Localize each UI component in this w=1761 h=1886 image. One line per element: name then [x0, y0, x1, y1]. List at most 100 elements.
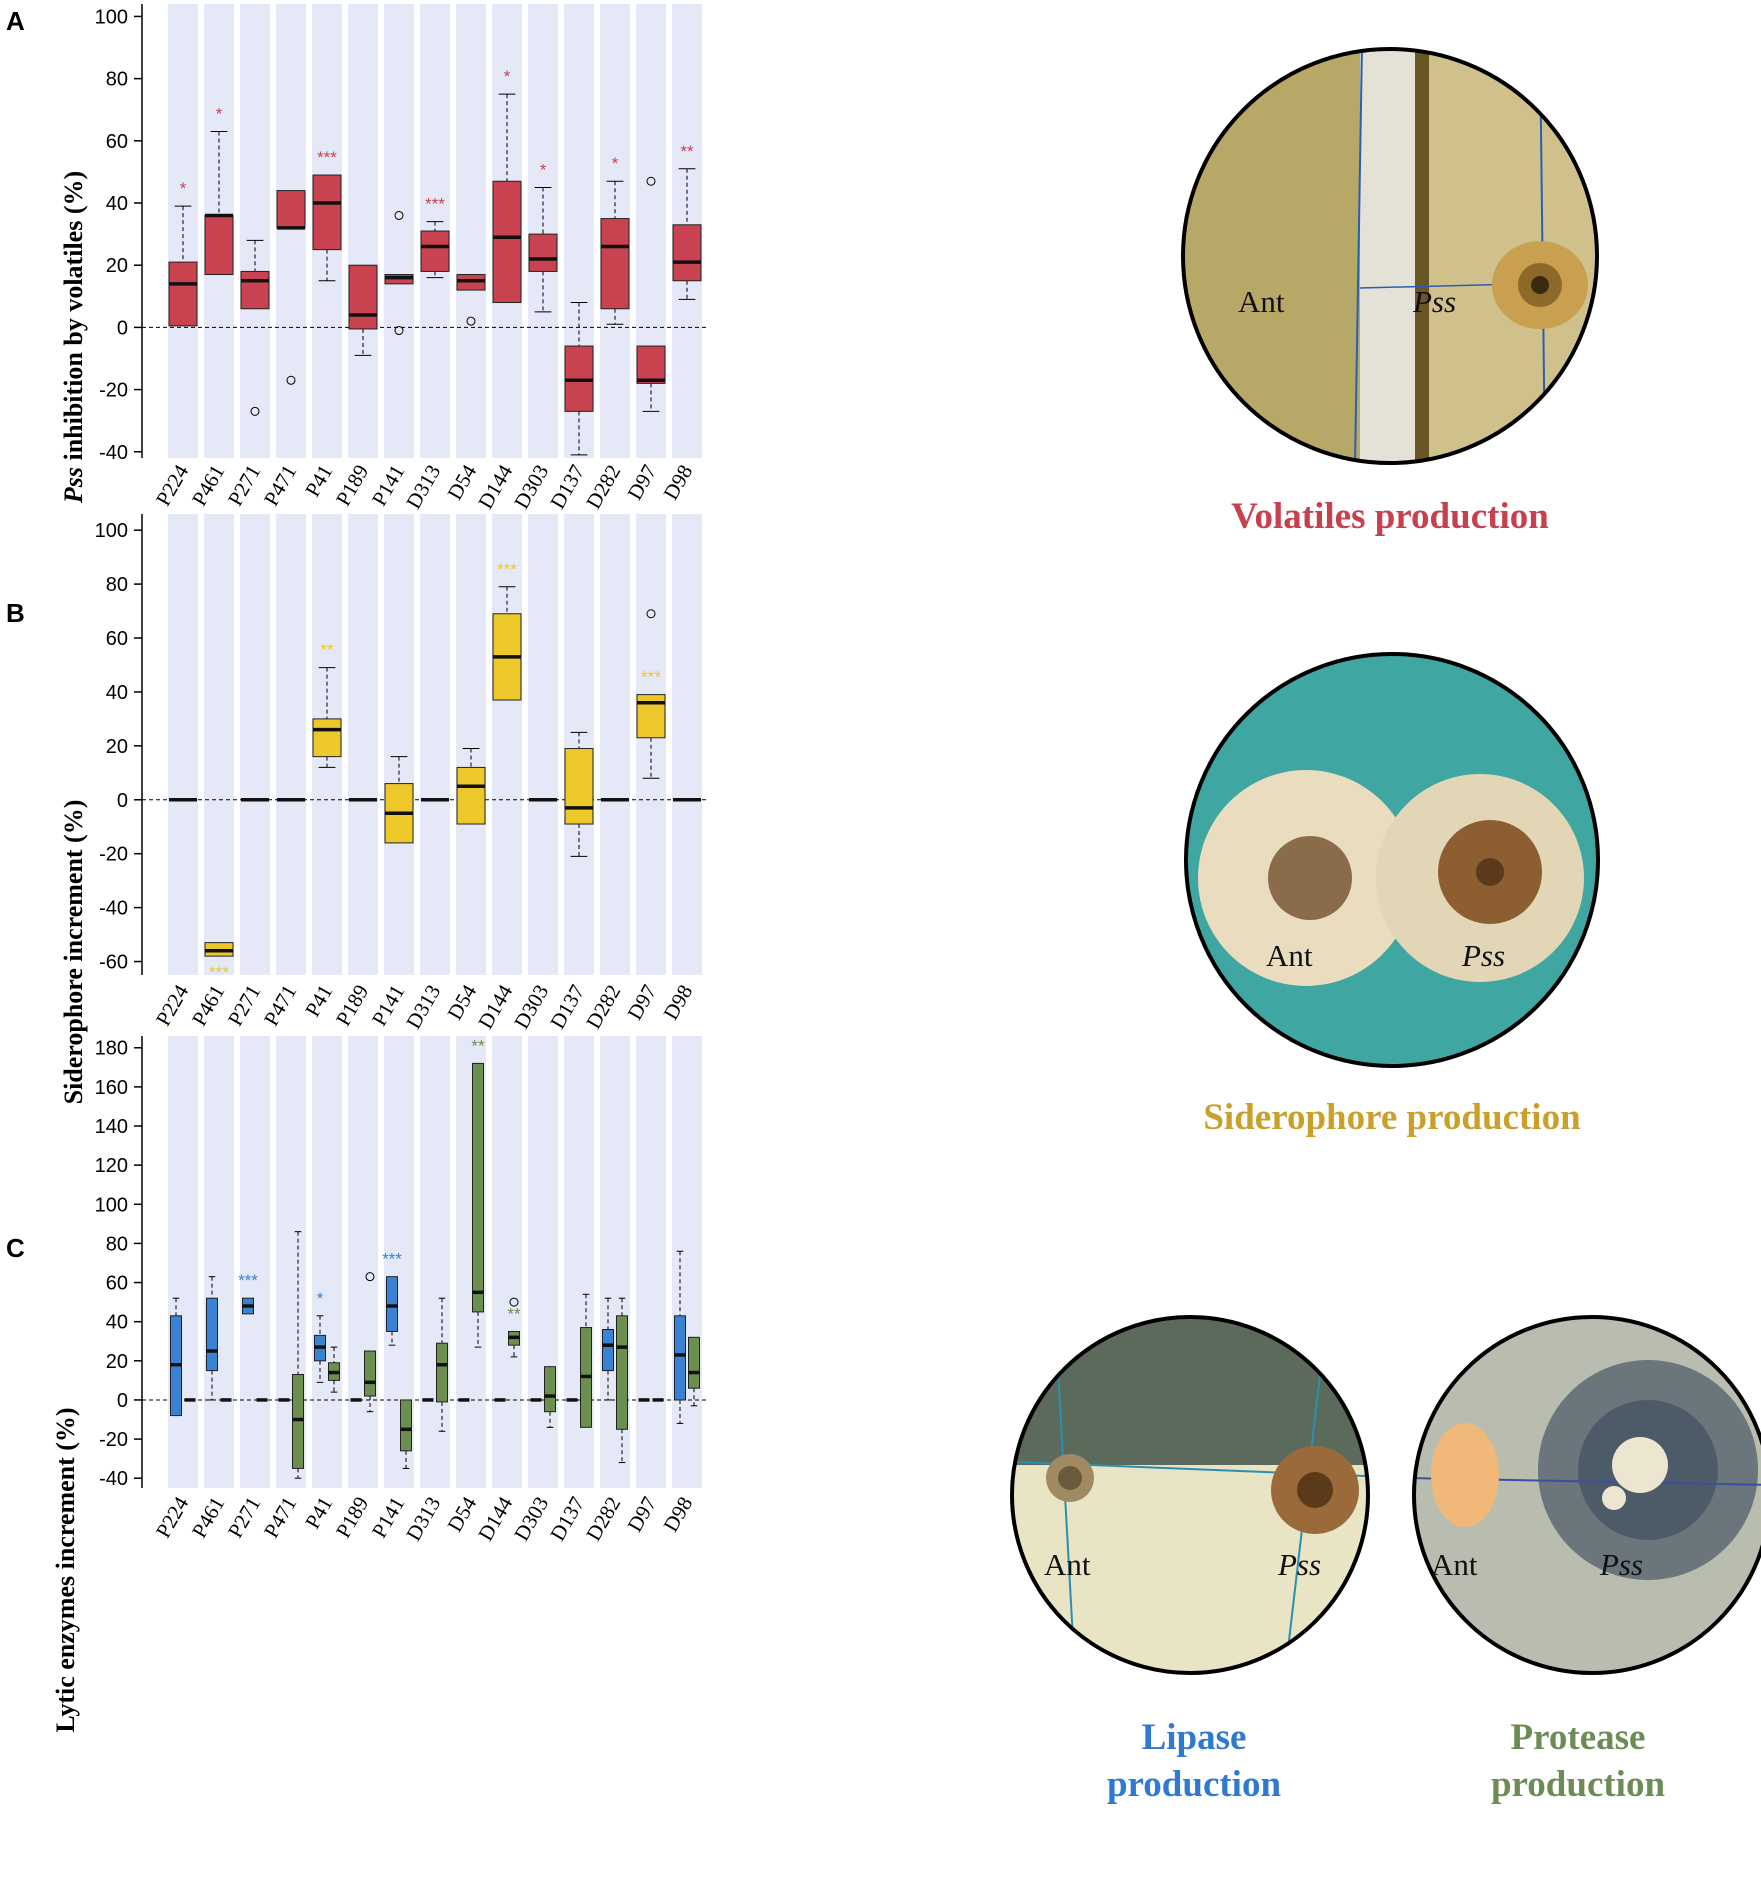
- outlier-point: [394, 210, 404, 220]
- category-label: D282: [581, 461, 625, 513]
- category-stripe: [672, 514, 702, 975]
- y-tick-label: 40: [106, 193, 128, 215]
- box: [472, 1062, 484, 1313]
- y-tick-label: 20: [106, 1351, 128, 1373]
- caption-lipase-line2: production: [1107, 1764, 1282, 1805]
- category-label: P471: [259, 461, 301, 510]
- category-stripe: [492, 1036, 522, 1488]
- category-stripe: [384, 4, 414, 458]
- photo-c-lipase-pss-label: Pss: [1277, 1547, 1321, 1582]
- photo-b-ant-label: Ant: [1266, 938, 1313, 973]
- box: [616, 1315, 628, 1430]
- photo-volatiles-plate: Ant Pss: [1181, 47, 1599, 465]
- category-label: P224: [151, 460, 194, 510]
- significance-label: ***: [497, 560, 517, 579]
- category-label: D97: [622, 981, 661, 1024]
- category-stripe: [348, 514, 378, 975]
- y-tick-label: 60: [106, 628, 128, 650]
- y-tick-label: 160: [95, 1077, 128, 1099]
- category-label: D98: [658, 1493, 697, 1536]
- box: [206, 1297, 218, 1372]
- y-tick-label: -40: [99, 898, 128, 920]
- category-stripe: [528, 514, 558, 975]
- category-label: D313: [401, 981, 445, 1033]
- y-tick-label: 40: [106, 682, 128, 704]
- outlier-point: [394, 326, 404, 336]
- category-stripe: [420, 1036, 450, 1488]
- category-label: P189: [331, 1493, 373, 1542]
- outlier-point: [646, 176, 656, 186]
- y-tick-label: 60: [106, 131, 128, 153]
- y-axis-label-b: Siderophore increment (%): [59, 800, 88, 1105]
- category-label: P461: [187, 461, 229, 510]
- y-tick-label: 80: [106, 69, 128, 91]
- significance-label: *: [180, 179, 187, 198]
- y-tick-label: 80: [106, 1233, 128, 1255]
- category-stripe: [276, 514, 306, 975]
- photo-a-pss-label: Pss: [1412, 284, 1456, 319]
- y-tick-label: 100: [95, 520, 128, 542]
- box: [292, 1374, 304, 1469]
- category-stripe: [240, 4, 270, 458]
- category-label: P271: [223, 1493, 265, 1542]
- outlier-point: [250, 406, 260, 416]
- box: [386, 1276, 398, 1332]
- category-label: D137: [545, 981, 589, 1033]
- box: [420, 230, 450, 272]
- significance-label: ***: [382, 1250, 402, 1269]
- y-tick-label: -40: [99, 442, 128, 464]
- category-label: D303: [509, 981, 553, 1033]
- significance-label: *: [317, 1289, 324, 1308]
- category-stripe: [204, 514, 234, 975]
- outlier-point: [646, 609, 656, 619]
- y-tick-label: 140: [95, 1116, 128, 1138]
- category-label: D303: [509, 1493, 553, 1545]
- y-tick-label: 80: [106, 574, 128, 596]
- category-stripe: [456, 4, 486, 458]
- box: [364, 1350, 376, 1397]
- chart-volatiles: 100806040200-20-40P224P461P271P471P41P18…: [95, 4, 708, 513]
- category-label: P461: [187, 981, 229, 1030]
- significance-label: **: [320, 641, 334, 660]
- significance-label: *: [216, 104, 223, 123]
- category-stripe: [240, 1036, 270, 1488]
- caption-volatiles: Volatiles production: [1231, 496, 1549, 537]
- caption-siderophore: Siderophore production: [1203, 1097, 1581, 1138]
- y-tick-label: 40: [106, 1312, 128, 1334]
- photo-lipase-plate: Ant Pss: [1010, 1315, 1370, 1675]
- category-label: D144: [473, 460, 517, 513]
- caption-lipase-line1: Lipase: [1142, 1717, 1247, 1758]
- category-label: D98: [658, 461, 697, 504]
- box: [276, 190, 306, 229]
- significance-label: ***: [209, 963, 229, 982]
- category-label: D144: [473, 980, 517, 1033]
- category-stripe: [204, 1036, 234, 1488]
- y-tick-label: 100: [95, 1194, 128, 1216]
- category-stripe: [636, 1036, 666, 1488]
- outlier-point: [466, 316, 476, 326]
- significance-label: ***: [425, 195, 445, 214]
- category-label: D303: [509, 461, 553, 513]
- y-tick-label: 0: [117, 1390, 128, 1412]
- significance-label: *: [504, 67, 511, 86]
- significance-label: ***: [238, 1271, 258, 1290]
- category-stripe: [564, 514, 594, 975]
- category-label: D282: [581, 981, 625, 1033]
- photo-c-protease-pss-label: Pss: [1599, 1547, 1643, 1582]
- photo-c-lipase-ant-label: Ant: [1044, 1547, 1091, 1582]
- category-stripe: [600, 514, 630, 975]
- category-label: P189: [331, 461, 373, 510]
- box: [688, 1336, 700, 1389]
- category-label: P471: [259, 1493, 301, 1542]
- category-stripe: [420, 514, 450, 975]
- outlier-point: [286, 375, 296, 385]
- y-tick-label: 20: [106, 255, 128, 277]
- y-tick-label: 120: [95, 1155, 128, 1177]
- caption-protease-line2: production: [1491, 1764, 1666, 1805]
- category-label: P224: [151, 1492, 194, 1542]
- box: [436, 1342, 448, 1403]
- ant-colony: [1431, 1423, 1499, 1527]
- category-stripe: [636, 514, 666, 975]
- category-label: P461: [187, 1493, 229, 1542]
- category-stripe: [456, 514, 486, 975]
